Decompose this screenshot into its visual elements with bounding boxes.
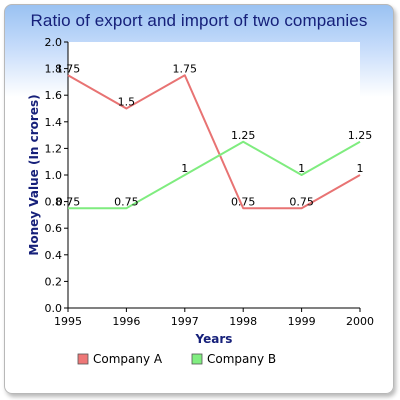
data-label: 0.75 [114, 195, 139, 208]
x-tick-label: 1998 [229, 315, 257, 328]
y-axis-title: Money Value (In crores) [27, 94, 41, 255]
legend-label: Company A [93, 352, 163, 366]
y-tick-label: 0.8 [45, 196, 63, 209]
y-tick-label: 0.4 [45, 249, 63, 262]
legend-label: Company B [207, 352, 276, 366]
y-tick-label: 1.4 [45, 116, 63, 129]
data-label: 1.75 [56, 62, 81, 75]
x-tick-label: 1999 [288, 315, 316, 328]
data-label: 0.75 [231, 195, 256, 208]
chart-title: Ratio of export and import of two compan… [30, 11, 368, 30]
y-tick-label: 0.2 [45, 275, 63, 288]
data-label: 1.75 [173, 62, 198, 75]
data-label: 1 [298, 162, 305, 175]
data-label: 0.75 [56, 195, 81, 208]
x-tick-label: 2000 [346, 315, 374, 328]
y-tick-label: 0.6 [45, 222, 63, 235]
data-label: 1.5 [118, 96, 136, 109]
y-tick-label: 1.6 [45, 89, 63, 102]
x-axis-title: Years [195, 332, 233, 346]
series-line-company-a [67, 74, 361, 210]
data-label: 1.25 [348, 129, 373, 142]
plot-area [68, 42, 360, 308]
legend-swatch [191, 353, 203, 365]
series-line-company-b [68, 140, 361, 210]
x-tick-label: 1997 [171, 315, 199, 328]
data-label: 1 [357, 162, 364, 175]
y-tick-label: 1.8 [45, 63, 63, 76]
legend-swatch [77, 353, 89, 365]
data-label: 0.75 [289, 195, 314, 208]
y-tick-label: 0.0 [45, 302, 63, 315]
data-label: 1.25 [231, 129, 256, 142]
data-label: 1 [181, 162, 188, 175]
y-tick-label: 2.0 [45, 36, 63, 49]
x-tick-label: 1996 [112, 315, 140, 328]
y-tick-label: 1.0 [45, 169, 63, 182]
x-tick-label: 1995 [54, 315, 82, 328]
y-tick-label: 1.2 [45, 142, 63, 155]
